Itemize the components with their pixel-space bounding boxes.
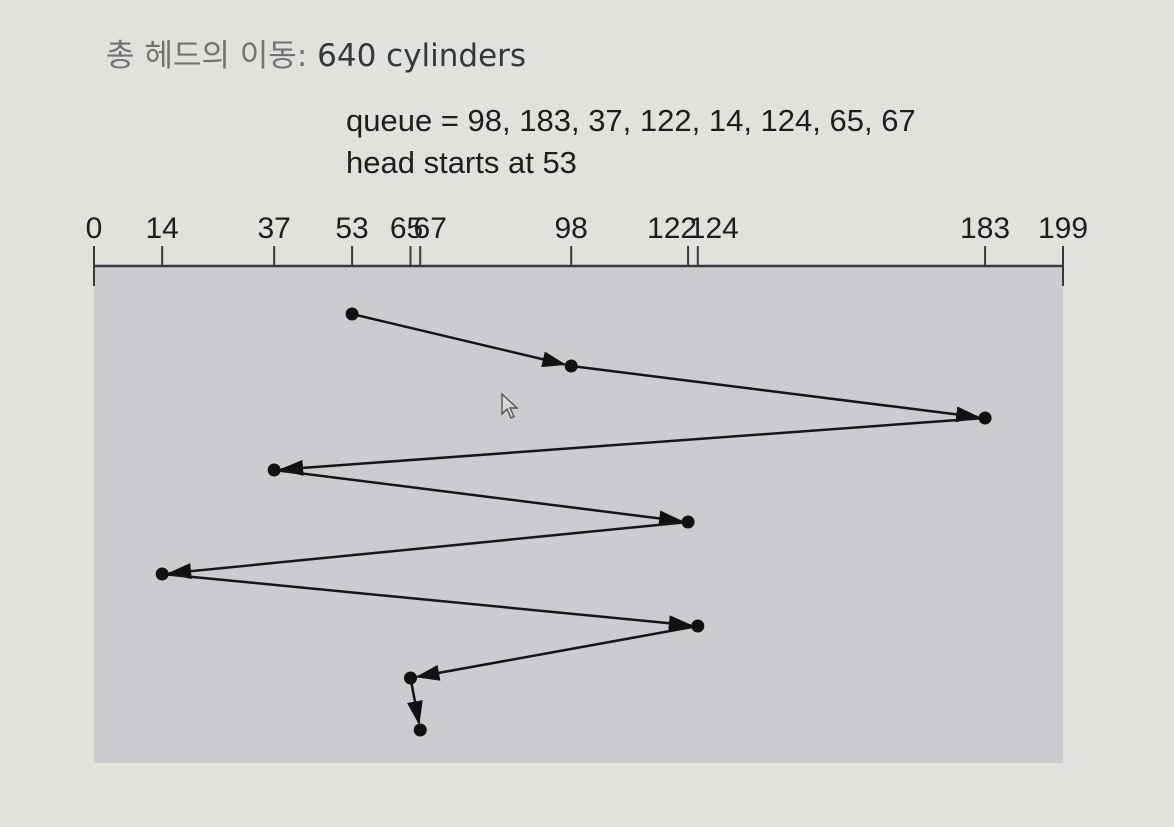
axis-tick-label: 124 bbox=[689, 212, 739, 245]
head-move-segment bbox=[415, 624, 699, 681]
head-move-segment bbox=[351, 312, 567, 368]
head-position-point bbox=[691, 619, 705, 633]
head-move-segment bbox=[279, 416, 986, 476]
mouse-pointer-icon bbox=[500, 392, 522, 426]
head-movement-path bbox=[162, 312, 986, 726]
head-positions bbox=[155, 307, 992, 737]
axis-tick-label: 199 bbox=[1038, 212, 1088, 245]
head-position-point bbox=[681, 515, 695, 529]
head-position-point bbox=[267, 463, 281, 477]
axis-tick-label: 98 bbox=[555, 212, 588, 245]
slide-title: 총 헤드의 이동: 640 cylinders bbox=[106, 30, 526, 75]
axis-tick-label: 53 bbox=[335, 212, 368, 245]
axis-tick-label: 65 bbox=[390, 212, 423, 245]
head-position-point bbox=[345, 307, 359, 321]
queue-text: queue = 98, 183, 37, 122, 14, 124, 65, 6… bbox=[346, 103, 916, 138]
axis-tick-label: 122 bbox=[647, 212, 697, 245]
axis-tick-label: 14 bbox=[145, 212, 178, 245]
axis-ticks bbox=[93, 246, 1064, 286]
axis-tick-label: 67 bbox=[414, 212, 447, 245]
axis-tick-label: 0 bbox=[86, 212, 103, 245]
head-position-point bbox=[155, 567, 169, 581]
title-value: 640 cylinders bbox=[317, 38, 527, 74]
head-position-point bbox=[404, 671, 418, 685]
head-move-segment bbox=[274, 468, 684, 527]
head-move-segment bbox=[407, 677, 423, 726]
head-position-point bbox=[978, 411, 992, 425]
axis-tick-label: 183 bbox=[960, 212, 1010, 245]
head-move-segment bbox=[571, 364, 981, 423]
title-prefix: 총 헤드의 이동: bbox=[106, 38, 318, 74]
head-move-segment bbox=[162, 572, 693, 632]
diagram-panel bbox=[94, 267, 1063, 763]
head-move-segment bbox=[167, 520, 689, 580]
head-position-point bbox=[413, 723, 427, 737]
head-position-point bbox=[564, 359, 578, 373]
axis-tick-label: 37 bbox=[257, 212, 290, 245]
head-start-text: head starts at 53 bbox=[346, 145, 577, 180]
